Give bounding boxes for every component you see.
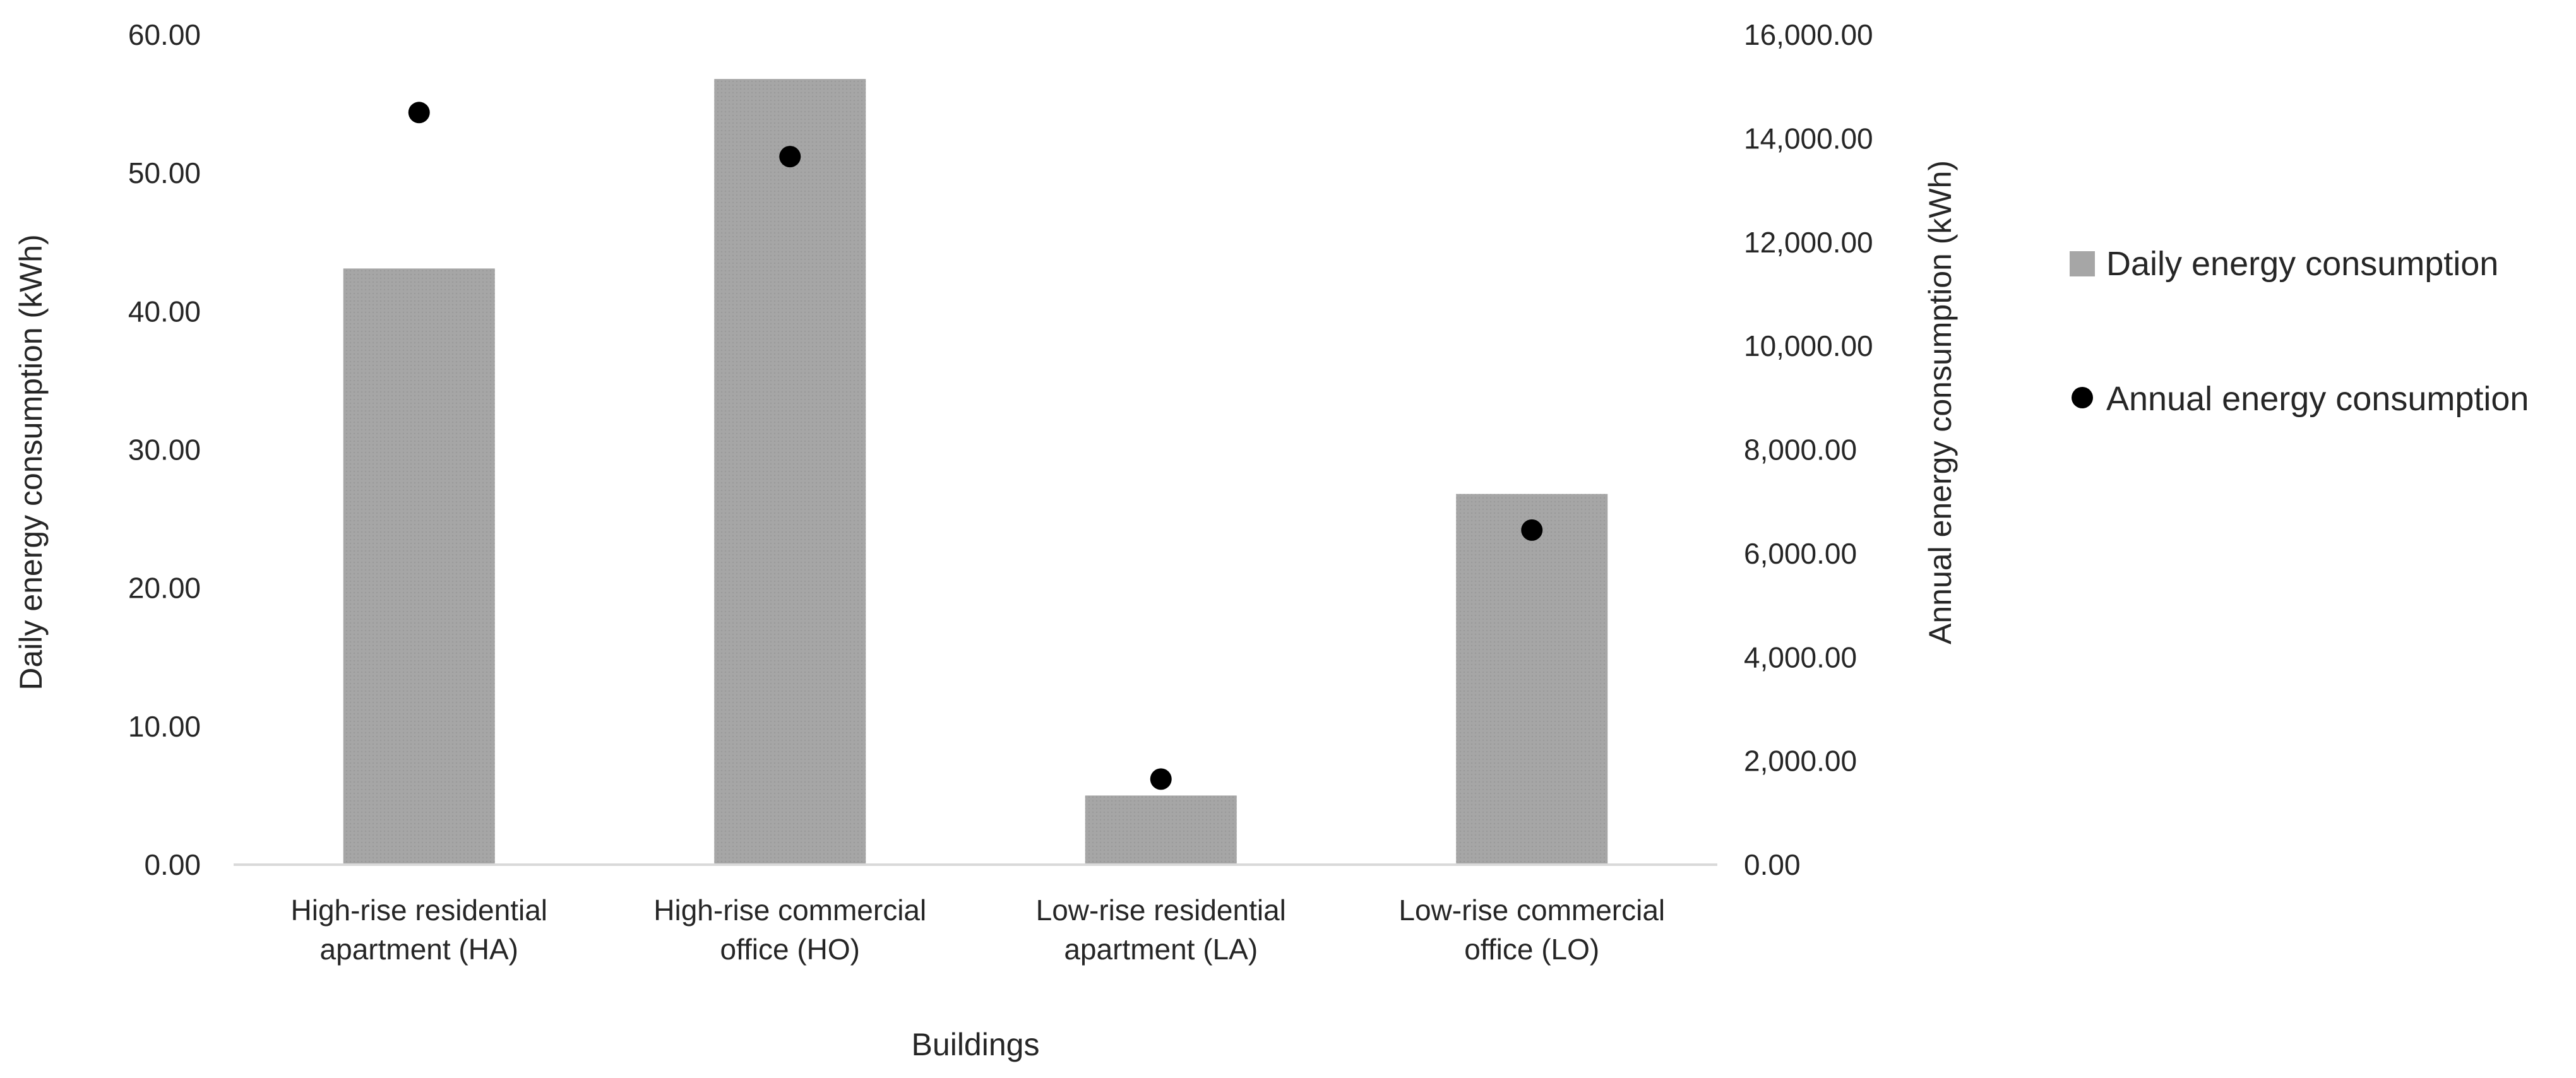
bar-1 [343,268,495,865]
right-tick-label: 14,000.00 [1744,122,1873,155]
left-tick-label: 10.00 [128,710,201,743]
left-tick-label: 60.00 [128,18,201,51]
x-axis-title: Buildings [912,1027,1040,1062]
left-tick-label: 30.00 [128,434,201,466]
x-tick-label: High-rise residential apartment (HA) [291,894,548,966]
left-tick-label: 50.00 [128,157,201,189]
legend-label-annual: Annual energy consumption [2106,380,2529,418]
annual-marker-3 [1150,768,1172,790]
legend-label-daily: Daily energy consumption [2106,245,2498,283]
right-tick-label: 12,000.00 [1744,226,1873,259]
bar-3 [1085,795,1237,865]
right-tick-label: 8,000.00 [1744,434,1857,466]
right-tick-label: 10,000.00 [1744,329,1873,362]
legend-swatch-annual [2072,387,2093,408]
left-axis-ticks: 0.00 10.00 20.00 30.00 40.00 50.00 60.00 [128,18,201,881]
right-axis-title: Annual energy consumption (kWh) [1923,160,1958,644]
right-tick-label: 2,000.00 [1744,745,1857,778]
x-tick-label: Low-rise residential apartment (LA) [1036,894,1286,966]
right-tick-label: 6,000.00 [1744,537,1857,570]
annual-marker-2 [779,146,801,168]
x-tick-label: Low-rise commercial office (LO) [1398,894,1665,966]
x-tick-label: High-rise commercial office (HO) [653,894,926,966]
right-tick-label: 4,000.00 [1744,641,1857,673]
left-tick-label: 0.00 [144,848,201,881]
x-axis-tick-labels: High-rise residential apartment (HA) High-… [291,894,1666,966]
annual-marker-4 [1521,519,1543,541]
left-axis-title: Daily energy consumption (kWh) [13,234,49,690]
right-tick-label: 16,000.00 [1744,18,1873,51]
markers-layer [408,102,1543,790]
bar-2 [714,79,866,865]
right-tick-label: 0.00 [1744,848,1801,881]
annual-marker-1 [408,102,430,124]
left-tick-label: 40.00 [128,295,201,328]
right-axis-ticks: 0.00 2,000.00 4,000.00 6,000.00 8,000.00 10,0… [1744,18,1873,881]
legend-swatch-daily [2070,251,2095,276]
bars-layer [343,79,1608,865]
bar-4 [1456,494,1608,865]
left-tick-label: 20.00 [128,572,201,605]
legend: Daily energy consumption Annual energy c… [2070,245,2529,418]
